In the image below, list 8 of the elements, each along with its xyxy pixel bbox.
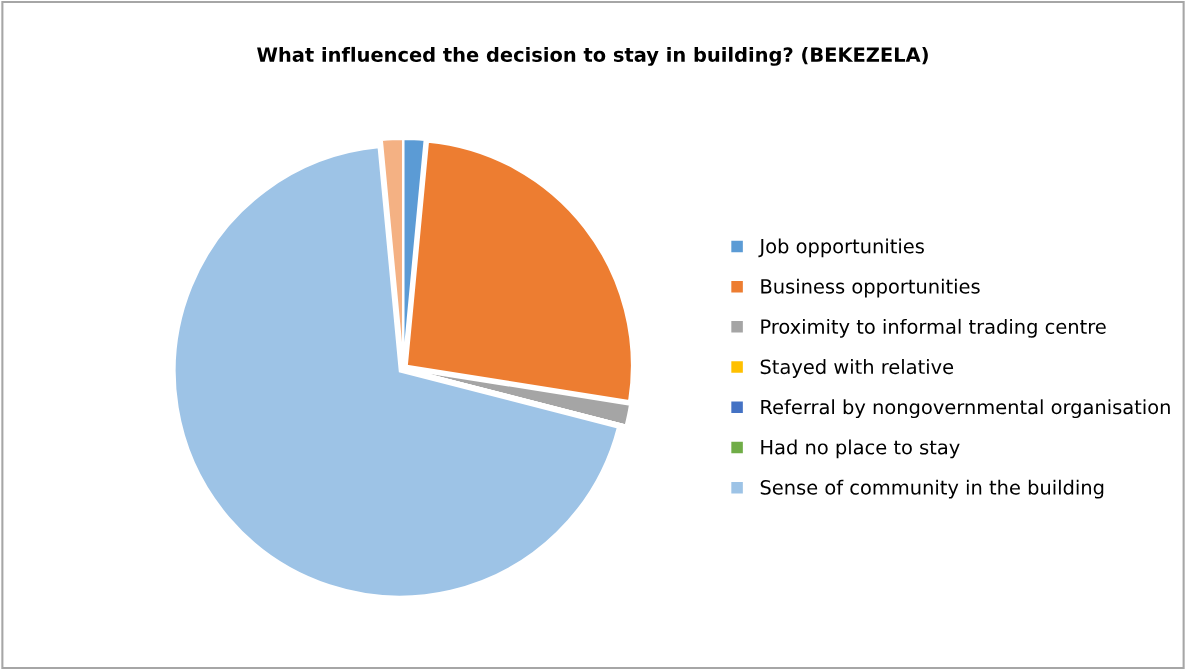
legend-label: Had no place to stay [761,439,960,459]
legend-label: Stayed with relative [760,359,954,378]
legend-label: Sense of community in the building [760,479,1104,499]
chart-title: What influenced the decision to stay in building? (BEKEZELA) [257,46,928,66]
legend-label: Proximity to informal trading centre [761,318,1106,338]
legend-label: Referral by nongovernmental organisation [761,399,1170,419]
legend-label: Business opportunities [761,278,980,298]
legend-label: Job opportunities [758,238,924,258]
